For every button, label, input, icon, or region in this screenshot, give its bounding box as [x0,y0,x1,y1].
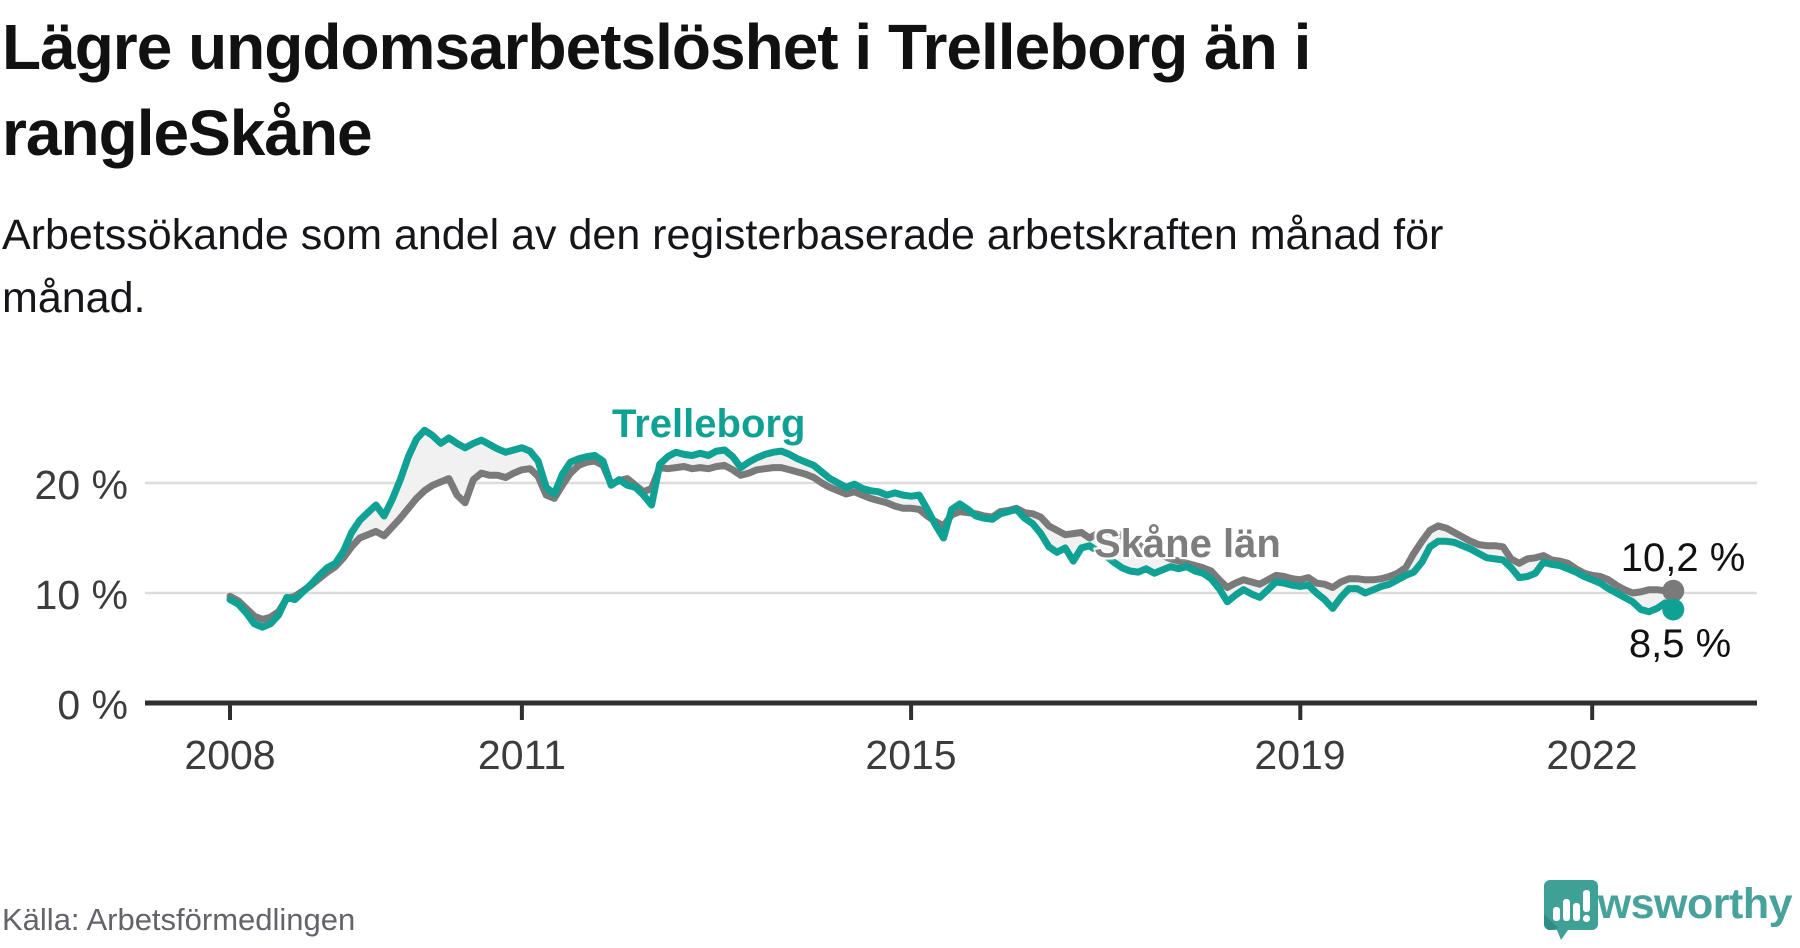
y-tick-label-10: 10 % [34,572,128,618]
newsworthy-logo-icon [1543,880,1598,940]
y-tick-label-0: 0 % [57,682,128,728]
chart-subtitle: Arbetssökande som andel av den registerb… [2,204,1642,330]
end-value-label-trelleborg: 8,5 % [1628,622,1732,666]
x-tick-label-2008: 2008 [184,732,276,778]
newsworthy-logo: Newsworthy [1543,880,1793,940]
series-label-trelleborg: Trelleborg [612,402,806,446]
x-tick-label-2015: 2015 [865,732,957,778]
series-label-skane: Skåne län [1094,522,1281,566]
source-note: Källa: Arbetsförmedlingen [2,902,356,937]
end-value-label-skane: 10,2 % [1620,536,1746,580]
x-tick-label-2019: 2019 [1254,732,1346,778]
subtitle-line-1: Arbetssökande som andel av den registerb… [2,211,1444,259]
x-tick-label-2011: 2011 [477,732,567,778]
title-line-1: Lägre ungdomsarbetslöshet i Trelleborg ä… [2,11,1311,83]
x-tick-label-2022: 2022 [1546,732,1638,778]
subtitle-line-2: månad. [2,274,146,322]
title-line-2: Skåne [188,97,373,169]
page-title: Lägre ungdomsarbetslöshet i Trelleborg ä… [2,11,1311,169]
y-tick-label-20: 20 % [34,462,128,508]
